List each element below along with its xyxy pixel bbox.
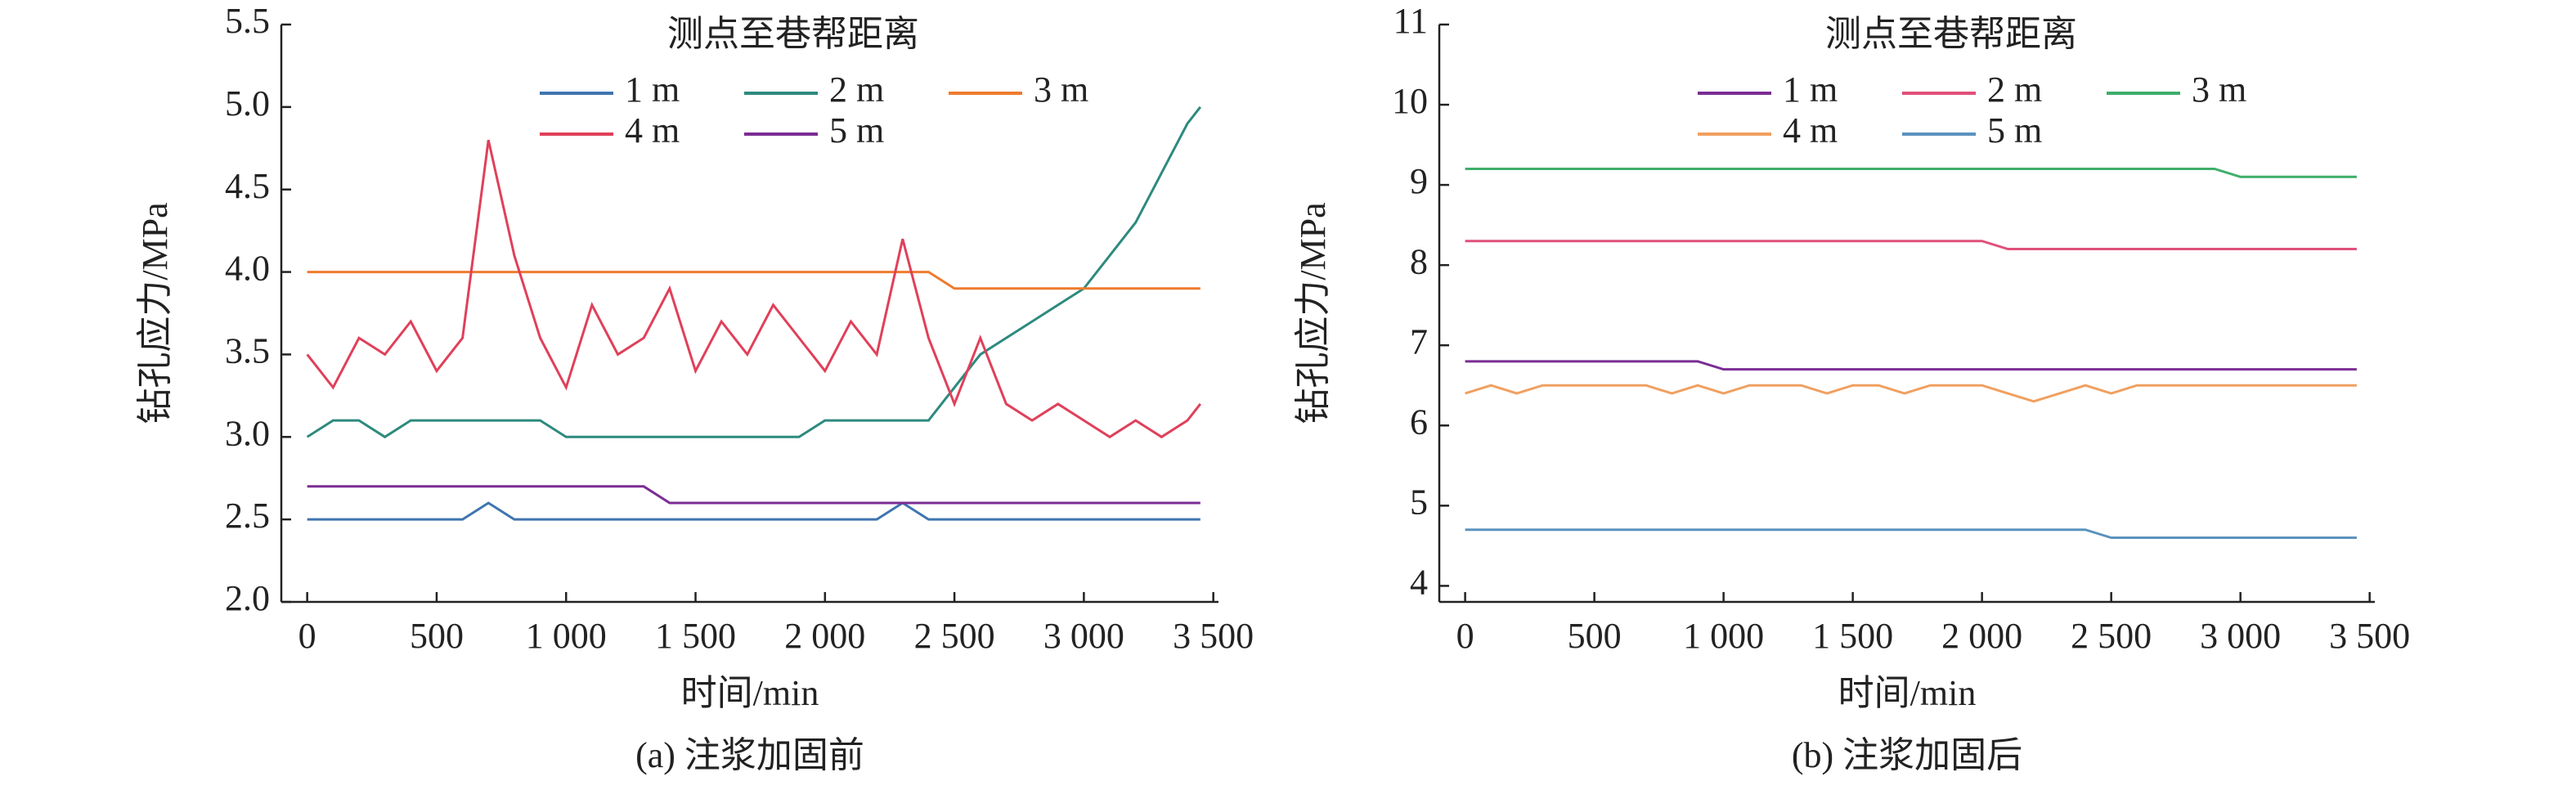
y-tick-label: 7	[1410, 321, 1428, 361]
y-tick-label: 8	[1410, 241, 1428, 281]
x-axis-label: 时间/min	[681, 673, 819, 713]
y-tick-label: 9	[1410, 161, 1428, 201]
y-tick-label: 5	[1410, 482, 1428, 522]
y-tick-label: 2.5	[225, 496, 270, 536]
x-tick-label: 0	[298, 616, 316, 656]
legend-label: 4 m	[625, 110, 680, 150]
y-tick-label: 4	[1410, 562, 1428, 602]
series-line	[306, 105, 1202, 439]
x-tick-label: 2 000	[784, 616, 865, 656]
series-line	[1465, 240, 2357, 251]
y-tick-label: 11	[1393, 1, 1428, 41]
y-tick-label: 5.0	[225, 83, 270, 123]
y-tick-label: 3.0	[225, 413, 270, 453]
y-tick-label: 4.5	[225, 166, 270, 206]
x-tick-label: 3 500	[2329, 616, 2410, 656]
y-tick-label: 3.5	[225, 331, 270, 371]
y-tick-label: 5.5	[225, 1, 270, 41]
x-tick-label: 0	[1456, 616, 1474, 656]
legend-label: 3 m	[2192, 70, 2246, 110]
x-tick-label: 2 500	[2071, 616, 2152, 656]
legend-label: 5 m	[1987, 110, 2042, 150]
x-tick-label: 2 500	[914, 616, 995, 656]
y-axis-label: 钻孔应力/MPa	[135, 202, 175, 424]
caption: (b) 注浆加固后	[1792, 735, 2022, 775]
legend-label: 1 m	[625, 70, 680, 110]
x-tick-label: 1 500	[1812, 616, 1893, 656]
x-tick-label: 500	[410, 616, 464, 656]
y-axis-label: 钻孔应力/MPa	[1293, 202, 1333, 424]
x-tick-label: 1 500	[655, 616, 736, 656]
x-axis-label: 时间/min	[1838, 673, 1977, 713]
x-tick-label: 1 000	[1683, 616, 1764, 656]
caption: (a) 注浆加固前	[635, 735, 864, 775]
legend-title: 测点至巷帮距离	[1825, 14, 2077, 54]
series-line	[1465, 528, 2357, 540]
legend-label: 3 m	[1034, 70, 1088, 110]
series-line	[307, 271, 1200, 290]
x-tick-label: 3 000	[2200, 616, 2281, 656]
series-line	[307, 485, 1200, 505]
x-tick-label: 500	[1568, 616, 1622, 656]
series-line	[1465, 384, 2357, 403]
legend-label: 1 m	[1783, 70, 1838, 110]
x-tick-label: 2 000	[1941, 616, 2022, 656]
legend-label: 4 m	[1783, 110, 1838, 150]
y-tick-label: 2.0	[225, 578, 270, 618]
legend-label: 2 m	[1987, 70, 2042, 110]
series-line	[1465, 360, 2357, 371]
y-tick-label: 4.0	[225, 249, 270, 289]
x-tick-label: 3 500	[1173, 616, 1254, 656]
series-line	[1465, 168, 2357, 178]
x-tick-label: 1 000	[526, 616, 607, 656]
x-tick-label: 3 000	[1043, 616, 1124, 656]
series-line	[307, 501, 1200, 521]
y-tick-label: 6	[1410, 402, 1428, 442]
series-line	[306, 139, 1202, 439]
legend-label: 5 m	[829, 110, 884, 150]
y-tick-label: 10	[1392, 81, 1428, 121]
legend-label: 2 m	[829, 70, 884, 110]
legend-title: 测点至巷帮距离	[667, 14, 919, 54]
